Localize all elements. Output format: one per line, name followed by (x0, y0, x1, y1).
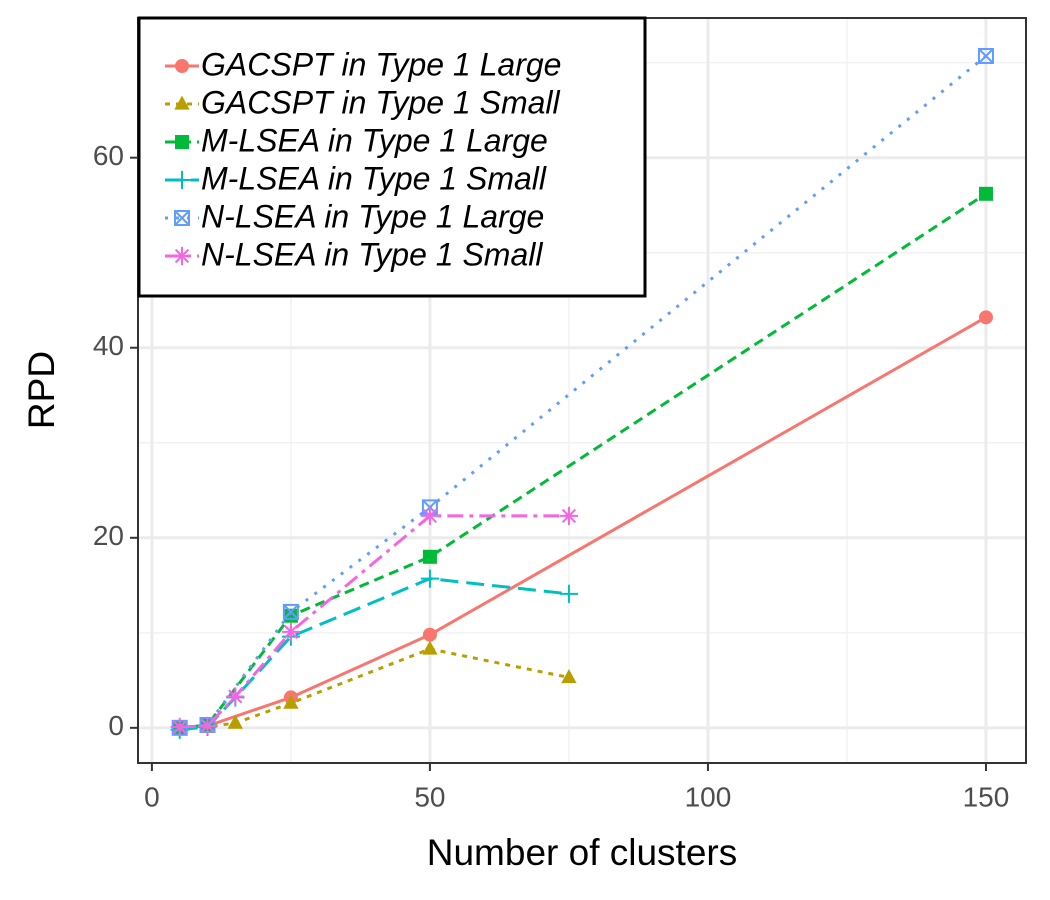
marker (559, 584, 579, 603)
y-tick-label: 0 (108, 710, 124, 741)
marker (420, 506, 440, 526)
marker (174, 210, 190, 226)
x-tick-label: 100 (685, 781, 732, 812)
marker (422, 549, 437, 564)
marker (198, 716, 217, 736)
marker (978, 186, 993, 201)
plot-area (170, 48, 994, 739)
series-line (179, 577, 570, 732)
legend-label: GACSPT in Type 1 Small (201, 84, 561, 120)
x-axis-title: Number of clusters (427, 832, 738, 873)
legend-label: N-LSEA in Type 1 Small (201, 236, 543, 272)
marker (174, 95, 190, 110)
marker (172, 246, 192, 266)
marker (226, 687, 245, 706)
marker (978, 310, 993, 325)
legend-label: GACSPT in Type 1 Large (201, 46, 561, 82)
x-tick-label: 50 (414, 781, 445, 812)
marker (422, 627, 437, 642)
marker (172, 170, 192, 190)
x-tick-label: 150 (963, 781, 1010, 812)
legend-label: N-LSEA in Type 1 Large (201, 198, 544, 234)
legend-label: M-LSEA in Type 1 Large (201, 122, 548, 158)
marker (170, 717, 189, 736)
marker (175, 135, 189, 149)
marker (283, 694, 299, 709)
marker (977, 48, 994, 65)
y-tick-label: 60 (93, 140, 124, 171)
y-tick-label: 40 (93, 330, 124, 361)
x-tick-label: 0 (144, 781, 160, 812)
marker (281, 622, 301, 641)
marker (420, 569, 440, 588)
legend-label: M-LSEA in Type 1 Small (201, 160, 547, 196)
marker (282, 603, 299, 620)
marker (559, 506, 579, 526)
marker (422, 640, 438, 655)
y-axis-title: RPD (21, 351, 62, 429)
marker (227, 714, 244, 729)
legend-box (137, 16, 647, 298)
y-tick-label: 20 (93, 520, 124, 551)
marker (175, 59, 189, 73)
marker (561, 669, 577, 684)
